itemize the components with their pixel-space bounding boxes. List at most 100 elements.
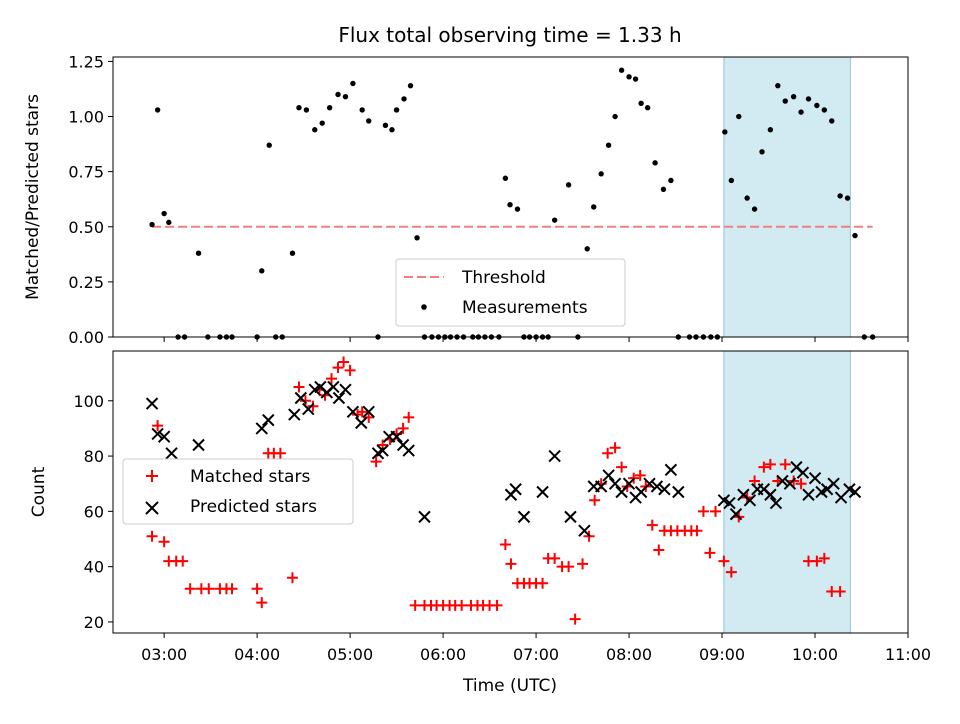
measurement-point: [668, 177, 674, 184]
predicted-star-point: [796, 466, 810, 479]
measurement-point: [319, 120, 325, 126]
measurement-point: [393, 107, 400, 113]
y-axis-count: 20 40 60 80 100: [73, 392, 113, 632]
matched-star-point: [563, 561, 575, 573]
measurement-point: [736, 113, 742, 120]
predicted-star-point: [578, 524, 591, 537]
y-axis-label-count: Count: [29, 466, 49, 517]
predicted-star-point: [664, 463, 678, 477]
measurement-point: [728, 177, 735, 184]
predicted-star-point: [390, 430, 403, 443]
matched-star-point: [251, 583, 263, 595]
matched-star-point: [286, 572, 298, 584]
matched-star-point: [764, 458, 776, 470]
matched-star-point: [332, 362, 344, 374]
measurement-point: [195, 250, 202, 256]
matched-star-point: [226, 583, 238, 595]
predicted-star-point: [622, 477, 636, 490]
measurement-point: [751, 206, 758, 212]
y-tick-label: 0.75: [68, 163, 104, 182]
x-tick-label: 11:00: [885, 645, 931, 664]
matched-star-point: [589, 494, 601, 506]
predicted-star-point: [783, 477, 797, 490]
measurement-point: [626, 74, 632, 80]
predicted-star-point: [418, 510, 431, 524]
measurement-point: [551, 217, 558, 223]
predicted-star-point: [827, 477, 840, 490]
matched-stars-points: [147, 357, 846, 625]
matched-star-point: [356, 406, 368, 418]
legend-count: Matched stars Predicted stars: [122, 458, 354, 525]
measurement-point: [382, 122, 389, 129]
measurement-point: [844, 195, 851, 201]
predicted-star-point: [643, 477, 656, 490]
legend-box: [395, 258, 626, 327]
measurement-point: [805, 96, 812, 102]
matched-star-point: [256, 597, 268, 609]
matched-star-point: [499, 539, 511, 551]
predicted-star-point: [255, 422, 268, 435]
matched-star-point: [403, 411, 415, 423]
legend-measurement-label: Measurements: [462, 298, 588, 318]
measurement-point: [837, 193, 843, 199]
x-axis-time: 03:00 04:00 05:00 06:00 07:00 08:00 09:00 10:00…: [141, 633, 931, 664]
matched-star-point: [697, 505, 709, 517]
predicted-star-point: [145, 397, 159, 410]
measurement-point: [166, 219, 172, 226]
matched-star-point: [363, 411, 375, 423]
predicted-star-point: [548, 449, 561, 463]
predicted-star-point: [517, 510, 531, 524]
panel-ratio: 0.00 0.25 0.50 0.75 1.00 1.25 Matched/Predict…: [23, 52, 909, 347]
measurement-point: [591, 204, 597, 210]
matched-star-point: [704, 547, 716, 559]
legend-matched-swatch: [146, 470, 158, 482]
matched-star-point: [456, 599, 468, 611]
matched-star-point: [569, 613, 581, 625]
measurement-point: [154, 107, 161, 113]
y-tick-label: 80: [84, 447, 104, 466]
measurement-point: [744, 195, 750, 201]
measurement-point: [821, 107, 828, 113]
y-tick-label: 1.25: [68, 52, 104, 71]
matched-star-point: [577, 558, 589, 570]
measurement-point: [759, 149, 765, 155]
matched-star-point: [710, 505, 722, 517]
legend-threshold-label: Threshold: [461, 268, 546, 288]
x-tick-label: 08:00: [606, 645, 652, 664]
predicted-star-point: [509, 483, 522, 496]
predicted-star-point: [743, 494, 757, 507]
predicted-star-point: [594, 480, 608, 493]
measurement-point: [359, 107, 365, 113]
chart-title: Flux total observing time = 1.33 h: [338, 23, 681, 47]
y-tick-label: 0.00: [68, 328, 104, 347]
measurement-point: [389, 127, 395, 133]
matched-star-point: [338, 356, 350, 368]
predicted-star-point: [729, 507, 743, 521]
matched-star-point: [146, 530, 158, 542]
predicted-star-point: [602, 469, 615, 482]
matched-star-point: [537, 577, 549, 589]
matched-star-point: [326, 373, 338, 385]
predicted-star-point: [192, 438, 205, 452]
legend-box: [122, 458, 354, 525]
predicted-star-point: [362, 405, 375, 419]
matched-star-point: [634, 469, 646, 481]
predicted-star-point: [157, 430, 171, 443]
measurement-point: [514, 206, 521, 212]
predicted-star-point: [302, 402, 315, 416]
legend-predicted-swatch: [145, 501, 159, 515]
measurement-point: [335, 91, 341, 98]
measurement-point: [303, 107, 310, 113]
x-tick-label: 03:00: [141, 645, 187, 664]
y-tick-label: 20: [84, 613, 104, 632]
predicted-star-point: [764, 488, 777, 501]
measurement-point: [814, 102, 820, 109]
predicted-star-point: [608, 477, 622, 490]
measurement-point: [266, 142, 272, 148]
predicted-star-point: [536, 485, 549, 499]
predicted-star-point: [650, 480, 664, 493]
y-tick-label: 0.50: [68, 218, 104, 237]
matched-star-point: [795, 478, 807, 490]
y-tick-label: 100: [73, 392, 104, 411]
predicted-star-point: [376, 444, 389, 457]
